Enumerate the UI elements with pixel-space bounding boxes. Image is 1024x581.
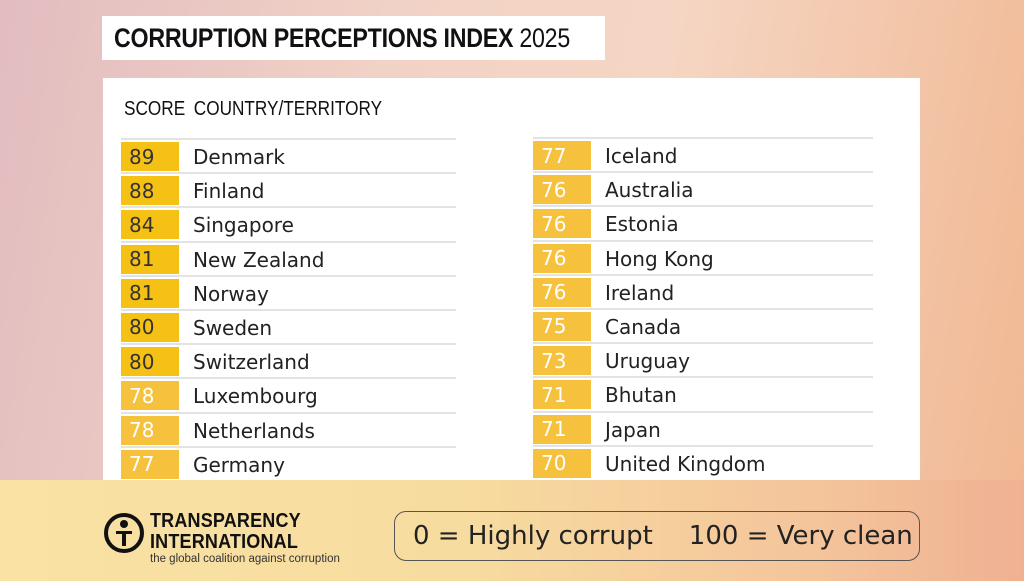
score-legend: 0 = Highly corrupt 100 = Very clean	[394, 511, 920, 561]
country-name: Denmark	[193, 145, 285, 169]
table-row: 89 Denmark	[121, 138, 456, 172]
score-cell: 77	[121, 449, 179, 479]
table-row: 80 Switzerland	[121, 343, 456, 377]
country-name: Germany	[193, 452, 285, 477]
score-cell: 80	[121, 312, 179, 342]
score-cell: 70	[533, 448, 591, 478]
score-cell: 71	[533, 414, 591, 444]
table-row: 71 Japan	[533, 410, 873, 445]
table-row: 70 United Kingdom	[533, 444, 873, 479]
table-row: 80 Sweden	[121, 308, 456, 343]
table-row: 81 New Zealand	[121, 240, 456, 275]
logo-tagline: the global coalition against corruption	[150, 553, 340, 565]
table-row: 88 Finland	[121, 172, 456, 206]
score-cell: 81	[121, 244, 179, 274]
score-cell: 76	[533, 243, 591, 273]
score-cell: 75	[533, 311, 591, 341]
score-cell: 84	[121, 210, 179, 240]
score-cell: 76	[533, 209, 591, 239]
country-name: New Zealand	[193, 247, 325, 272]
country-name: Bhutan	[605, 383, 677, 408]
score-cell: 77	[533, 141, 591, 170]
title-year: 2025	[519, 22, 571, 53]
country-name: Japan	[605, 417, 661, 442]
country-name: Finland	[193, 179, 265, 204]
title-box: CORRUPTION PERCEPTIONS INDEX 2025	[102, 16, 605, 60]
country-name: Hong Kong	[605, 246, 714, 271]
table-row: 76 Australia	[533, 171, 873, 205]
header-country: COUNTRY/TERRITORY	[193, 98, 383, 120]
country-name: United Kingdom	[605, 451, 766, 476]
table-row: 78 Netherlands	[121, 411, 456, 446]
header-score: SCORE	[124, 98, 186, 120]
table-row: 84 Singapore	[121, 206, 456, 240]
score-cell: 80	[121, 347, 179, 377]
legend-high: 100 = Very clean	[688, 521, 913, 551]
country-name: Sweden	[193, 315, 273, 340]
logo-line-1: TRANSPARENCY	[150, 510, 301, 532]
table-row: 76 Ireland	[533, 273, 873, 308]
country-name: Iceland	[605, 144, 678, 168]
table-row: 76 Estonia	[533, 205, 873, 239]
country-name: Switzerland	[193, 350, 310, 375]
country-name: Australia	[605, 178, 694, 203]
table-row: 73 Uruguay	[533, 342, 873, 376]
table-row: 76 Hong Kong	[533, 239, 873, 274]
table-row: 75 Canada	[533, 307, 873, 342]
country-name: Norway	[193, 281, 269, 306]
country-name: Ireland	[605, 280, 675, 305]
legend-low: 0 = Highly corrupt	[413, 521, 653, 551]
ranking-column-right: 77 Iceland 76 Australia 76 Estonia 76 Hong K…	[533, 137, 873, 479]
country-name: Estonia	[605, 212, 679, 237]
score-cell: 76	[533, 277, 591, 307]
table-row: 77 Germany	[121, 445, 456, 480]
logo-line-2: INTERNATIONAL	[150, 531, 298, 553]
ranking-column-left: 89 Denmark 88 Finland 84 Singapore 81 New Ze…	[121, 138, 456, 480]
bottom-band	[0, 480, 1024, 581]
score-cell: 78	[121, 415, 179, 445]
score-cell: 88	[121, 176, 179, 206]
country-name: Uruguay	[605, 349, 690, 374]
score-cell: 89	[121, 142, 179, 171]
title-main: CORRUPTION PERCEPTIONS INDEX	[114, 22, 514, 53]
table-row: 81 Norway	[121, 274, 456, 309]
table-row: 71 Bhutan	[533, 376, 873, 410]
table-row: 78 Luxembourg	[121, 377, 456, 411]
table-row: 77 Iceland	[533, 137, 873, 171]
ti-logo-icon	[104, 513, 144, 553]
score-cell: 71	[533, 380, 591, 410]
country-name: Luxembourg	[193, 384, 318, 409]
country-name: Netherlands	[193, 418, 315, 443]
score-cell: 78	[121, 381, 179, 411]
table-header: SCORE COUNTRY/TERRITORY	[124, 98, 391, 121]
score-cell: 76	[533, 175, 591, 205]
score-cell: 73	[533, 346, 591, 376]
score-cell: 81	[121, 278, 179, 308]
country-name: Singapore	[193, 213, 294, 238]
page-title: CORRUPTION PERCEPTIONS INDEX 2025	[114, 23, 570, 54]
transparency-international-logo: TRANSPARENCY INTERNATIONAL the global co…	[104, 509, 344, 569]
ranking-card: SCORE COUNTRY/TERRITORY 89 Denmark 88 Finla…	[103, 78, 920, 480]
country-name: Canada	[605, 314, 682, 339]
